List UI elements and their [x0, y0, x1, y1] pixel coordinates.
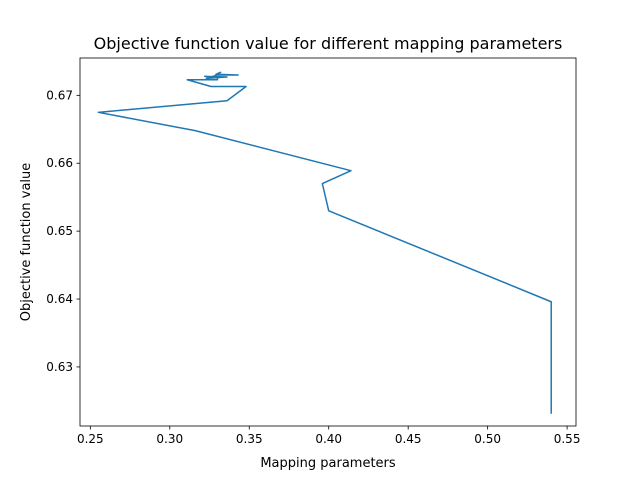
y-tick-label: 0.64: [46, 292, 73, 306]
x-axis-label: Mapping parameters: [260, 456, 396, 471]
plot-area: [79, 57, 577, 427]
y-axis-label: Objective function value: [19, 163, 34, 322]
x-tick-label: 0.30: [156, 432, 183, 446]
chart-title: Objective function value for different m…: [94, 34, 563, 53]
y-tick-label: 0.67: [46, 88, 73, 102]
x-tick-label: 0.55: [554, 432, 581, 446]
x-tick-label: 0.45: [395, 432, 422, 446]
axes-frame: [79, 57, 577, 427]
y-tick-label: 0.65: [46, 224, 73, 238]
x-tick-label: 0.35: [236, 432, 263, 446]
x-axis: 0.25 0.30 0.35 0.40 0.45 0.50 0.55: [77, 426, 580, 446]
x-tick-label: 0.50: [474, 432, 501, 446]
series-line-1: [97, 71, 552, 414]
y-tick-label: 0.66: [46, 156, 73, 170]
y-tick-label: 0.63: [46, 360, 73, 374]
x-tick-label: 0.25: [77, 432, 104, 446]
x-tick-label: 0.40: [315, 432, 342, 446]
y-axis: 0.63 0.64 0.65 0.66 0.67: [46, 88, 80, 374]
